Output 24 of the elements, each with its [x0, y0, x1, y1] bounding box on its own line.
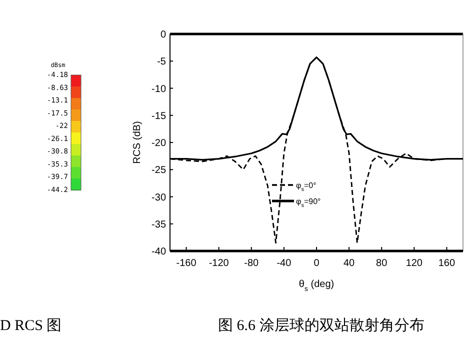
x-tick-label: 120 [406, 258, 423, 269]
y-tick-label: -25 [152, 165, 166, 176]
y-tick-label: -10 [152, 84, 166, 95]
y-tick-label: -35 [152, 219, 166, 230]
text: D RCS 图 [0, 318, 62, 334]
x-tick-label: -80 [244, 258, 260, 269]
x-tick-label: 80 [376, 258, 388, 269]
legend-label: φ$_{s}$=0° [296, 181, 316, 193]
y-tick-label: -40 [152, 246, 166, 258]
x-tick-label: 0 [314, 258, 320, 269]
x-tick-label: -40 [276, 258, 292, 269]
caption: 图 6.6 涂层球的双站散射角分布 [218, 317, 424, 334]
y-tick-label: -15 [152, 110, 166, 122]
x-tick-label: 160 [438, 258, 456, 269]
y-tick-label: -5 [157, 56, 166, 68]
x-tick-label: -160 [176, 258, 197, 269]
x-axis-title: θ$_{s}$ (deg) [298, 279, 334, 292]
y-axis-title: RCS (dB) [132, 121, 143, 164]
y-tick-label: 0 [160, 30, 166, 40]
x-tick-label: -120 [208, 258, 230, 269]
y-tick-label: -20 [152, 138, 166, 149]
legend-label: φ$_{s}$=90° [296, 197, 321, 209]
y-tick-label: -30 [152, 192, 166, 204]
x-tick-label: 40 [343, 258, 356, 269]
